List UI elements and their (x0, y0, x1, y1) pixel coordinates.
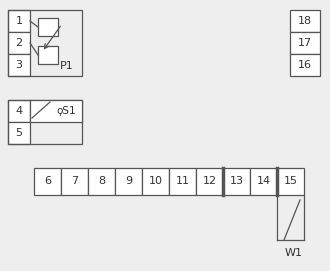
Bar (115, 168, 142, 195)
Text: 10: 10 (148, 176, 162, 186)
Text: 3: 3 (16, 60, 22, 70)
Text: 4: 4 (16, 106, 22, 116)
Text: 17: 17 (298, 38, 312, 48)
Text: 1: 1 (16, 16, 22, 26)
Bar (142, 168, 169, 195)
Bar (290, 54, 320, 76)
Bar (223, 168, 250, 195)
Bar (8, 100, 30, 122)
Bar (290, 10, 320, 32)
Bar (169, 168, 196, 195)
Bar (8, 10, 82, 76)
Bar (277, 168, 304, 195)
Bar (250, 168, 277, 195)
Text: 6: 6 (44, 176, 51, 186)
Text: 2: 2 (16, 38, 22, 48)
Text: 8: 8 (98, 176, 105, 186)
Text: 15: 15 (283, 176, 298, 186)
Bar (8, 54, 30, 76)
Bar (38, 18, 58, 36)
Bar (196, 168, 223, 195)
Bar (290, 32, 320, 54)
Bar (38, 46, 58, 64)
Text: 14: 14 (256, 176, 271, 186)
Text: 16: 16 (298, 60, 312, 70)
Bar (34, 168, 61, 195)
Bar (8, 32, 30, 54)
Text: P1: P1 (60, 61, 74, 71)
Text: 18: 18 (298, 16, 312, 26)
Text: 5: 5 (16, 128, 22, 138)
Text: W1: W1 (285, 248, 303, 258)
Bar (8, 100, 82, 144)
Bar (30, 100, 82, 122)
Text: ϙS1: ϙS1 (56, 106, 76, 116)
Bar (8, 10, 30, 32)
Bar (88, 168, 115, 195)
Text: 9: 9 (125, 176, 132, 186)
Text: 13: 13 (229, 176, 244, 186)
Text: 12: 12 (202, 176, 216, 186)
Text: 7: 7 (71, 176, 78, 186)
Bar (8, 122, 30, 144)
Bar (61, 168, 88, 195)
Text: 11: 11 (176, 176, 189, 186)
